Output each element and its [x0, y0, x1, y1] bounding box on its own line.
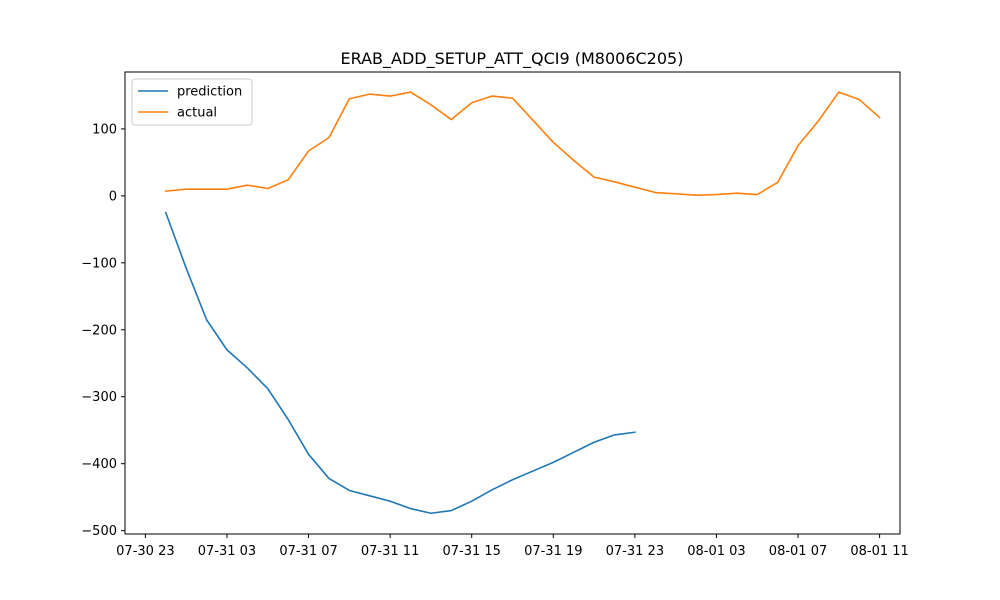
x-tick-label-0: 07-30 23 [116, 544, 174, 559]
plot-frame [124, 71, 901, 535]
y-tick-label-5: 0 [109, 189, 117, 204]
series-layer [164, 91, 881, 515]
y-tick-label-6: 100 [92, 122, 117, 137]
x-tick-label-6: 07-31 23 [606, 544, 664, 559]
y-tick-label-2: −300 [81, 390, 117, 405]
y-tick-label-4: −100 [81, 256, 117, 271]
y-tick-label-3: −200 [81, 323, 117, 338]
legend-label-prediction: prediction [177, 85, 242, 100]
x-tick-label-5: 07-31 19 [524, 544, 582, 559]
y-tick-label-1: −400 [81, 457, 117, 472]
x-tick-label-9: 08-01 11 [850, 544, 908, 559]
legend-label-actual: actual [177, 106, 217, 121]
chart-title: ERAB_ADD_SETUP_ATT_QCI9 (M8006C205) [341, 49, 684, 69]
x-tick-label-1: 07-31 03 [198, 544, 256, 559]
y-tick-label-0: −500 [81, 524, 117, 539]
x-tick-label-3: 07-31 11 [361, 544, 419, 559]
x-tick-label-4: 07-31 15 [442, 544, 500, 559]
legend: prediction actual [131, 78, 253, 126]
series-line-actual [164, 91, 881, 196]
x-tick-label-7: 08-01 03 [687, 544, 745, 559]
series-line-prediction [164, 211, 636, 515]
x-tick-label-2: 07-31 07 [279, 544, 337, 559]
x-tick-label-8: 08-01 07 [769, 544, 827, 559]
axes-layer: 07-30 23 07-31 03 07-31 07 07-31 11 07-31 15… [81, 122, 909, 559]
